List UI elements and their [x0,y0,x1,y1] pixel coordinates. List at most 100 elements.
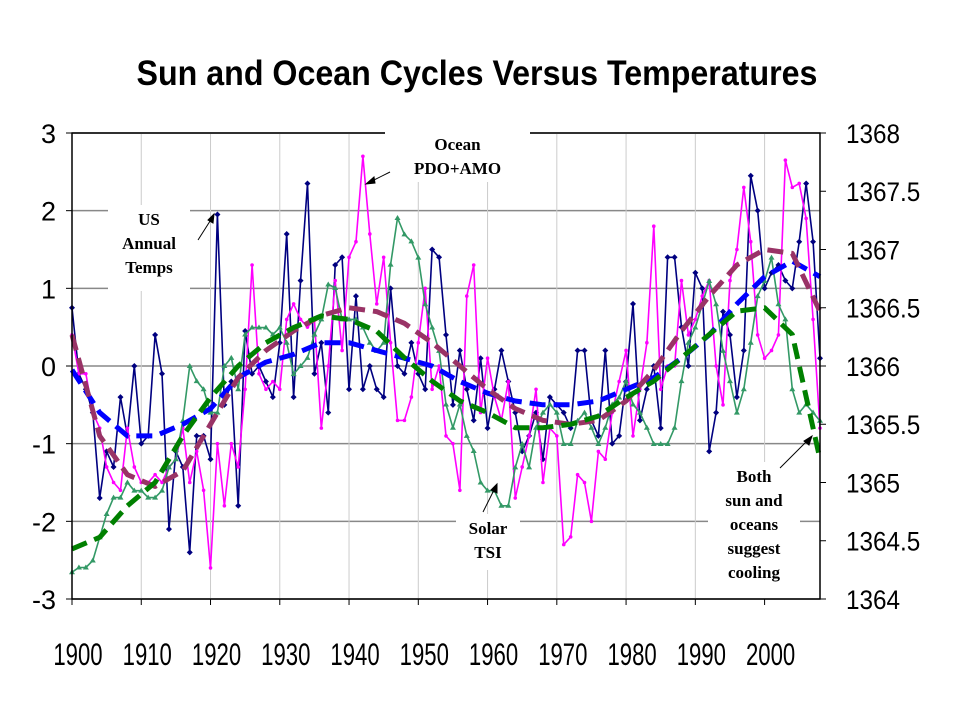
marker [720,308,727,315]
marker [298,317,303,322]
annotation-text: Ocean [434,135,481,154]
marker [602,424,609,430]
marker [671,254,678,261]
marker [235,502,242,509]
marker [726,331,733,338]
marker [706,448,713,455]
y2-tick-label: 1365 [846,469,900,498]
marker [277,387,282,392]
marker [699,285,706,292]
y-tick-label: 2 [41,197,56,227]
marker [706,277,713,283]
arrow [482,487,496,513]
x-tick-label: 1930 [261,637,310,672]
marker [603,457,608,462]
marker [256,324,262,330]
marker [470,448,477,454]
marker [520,465,524,469]
marker [243,387,247,392]
marker [789,386,796,392]
marker [498,347,505,354]
marker [409,395,414,399]
annotation-box [108,205,190,291]
marker [408,238,415,244]
marker [297,363,304,368]
marker [754,293,761,299]
y2-tick-label: 1364 [846,586,900,615]
marker [692,269,699,276]
y2-tick-label: 1366 [846,353,900,382]
marker [264,387,268,392]
marker [664,254,671,261]
marker [527,434,531,438]
marker [262,378,269,385]
marker [283,230,290,237]
marker [214,409,221,415]
arrow-head [803,434,813,446]
marker [623,378,630,384]
marker [782,277,789,284]
marker [111,480,116,485]
marker [160,480,164,485]
marker [408,339,415,346]
marker [380,394,387,401]
marker [262,324,269,330]
marker [581,347,588,354]
marker [430,387,434,392]
marker [526,464,533,470]
marker [346,386,353,393]
x-tick-label: 2000 [746,637,795,672]
marker [721,403,725,407]
marker [449,401,456,408]
marker [534,387,538,392]
marker [271,379,275,384]
marker [754,207,761,214]
marker [283,339,290,345]
marker [415,254,422,260]
marker [575,472,580,477]
marker [789,285,796,292]
marker [803,180,810,187]
marker [354,239,358,244]
marker [276,324,283,330]
marker [678,378,685,384]
marker [574,347,581,354]
marker [368,232,372,236]
y2-tick-label: 1367.5 [846,178,920,207]
marker [506,379,511,384]
y-tick-label: -1 [32,430,56,460]
marker [769,348,774,353]
marker [685,339,692,345]
marker [643,386,650,393]
marker [422,386,429,393]
y-tick-label: 3 [41,119,56,149]
marker [346,316,353,322]
marker [437,364,441,368]
marker [159,487,166,493]
marker [104,465,109,469]
marker [596,449,601,454]
marker [304,354,311,360]
x-tick-label: 1990 [677,637,726,672]
marker [463,432,470,438]
marker [290,394,297,401]
marker [498,502,505,508]
marker [325,409,332,416]
annotation-text: Temps [125,258,173,277]
marker [470,417,477,424]
marker [693,317,698,322]
marker [657,441,664,447]
marker [416,340,421,345]
marker [631,434,635,438]
marker [352,316,359,322]
arrow-head [490,482,498,494]
marker [796,238,803,245]
marker [159,370,166,377]
marker [401,370,408,377]
marker [380,339,387,345]
marker [463,386,470,393]
marker [747,172,754,179]
marker [117,494,124,500]
marker [650,441,657,447]
